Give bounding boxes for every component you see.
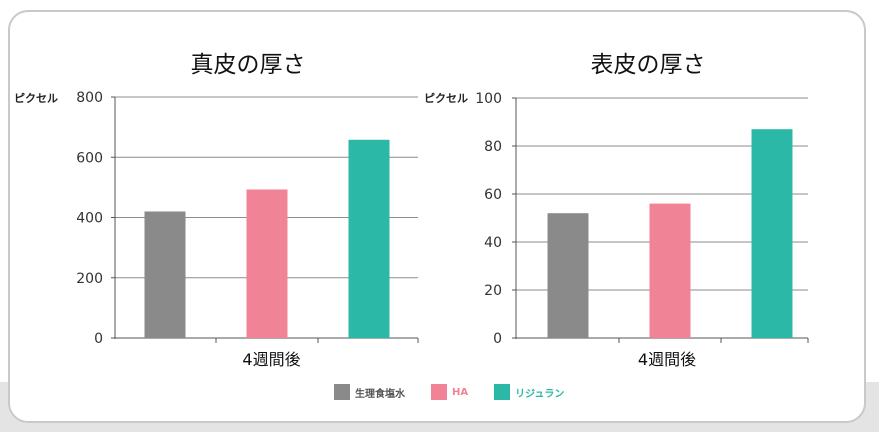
legend-swatch-saline	[334, 384, 350, 400]
y-tick-label: 0	[94, 331, 103, 347]
y-tick-label: 40	[484, 235, 502, 251]
chart-title: 表皮の厚さ	[591, 52, 706, 78]
y-axis-label: ピクセル	[14, 92, 58, 105]
bar-rejuran	[751, 129, 793, 338]
y-tick-label: 80	[484, 139, 502, 155]
y-axis-label: ピクセル	[424, 92, 468, 105]
x-axis-label: 4週間後	[242, 350, 300, 369]
y-tick-label: 100	[475, 91, 502, 107]
bar-rejuran	[348, 139, 390, 338]
chart-title: 真皮の厚さ	[191, 52, 306, 78]
legend-label-rejuran: リジュラン	[515, 388, 565, 400]
y-tick-label: 60	[484, 187, 502, 203]
legend-swatch-rejuran	[494, 384, 511, 400]
legend-swatch-ha	[431, 384, 447, 400]
bar-ha	[649, 203, 691, 338]
legend: 生理食塩水 HA リジュラン	[334, 382, 590, 402]
y-tick-label: 200	[76, 271, 103, 287]
y-tick-label: 800	[76, 90, 103, 106]
bar-saline	[144, 211, 186, 338]
bar-saline	[547, 213, 589, 338]
y-tick-label: 20	[484, 283, 502, 299]
bar-ha	[246, 189, 288, 338]
y-tick-label: 0	[493, 331, 502, 347]
y-tick-label: 600	[76, 150, 103, 166]
legend-item-saline: 生理食塩水	[334, 384, 405, 400]
y-tick-label: 400	[76, 211, 103, 227]
legend-label-ha: HA	[452, 386, 469, 398]
legend-label-saline: 生理食塩水	[355, 388, 405, 400]
legend-item-ha: HA	[431, 384, 468, 400]
x-axis-label: 4週間後	[638, 350, 696, 369]
legend-item-rejuran: リジュラン	[494, 384, 564, 400]
